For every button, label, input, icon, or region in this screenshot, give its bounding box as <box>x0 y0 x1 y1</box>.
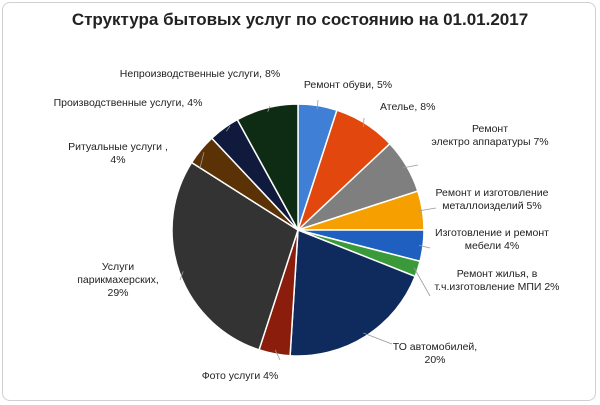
slice-label: Услуги парикмахерских, 29% <box>77 261 159 299</box>
pie-slice <box>236 103 299 231</box>
leader-line <box>179 271 184 281</box>
slice-label: Ремонт жилья, в т.ч.изготовление МПИ 2% <box>434 268 559 293</box>
leader-line <box>274 349 281 361</box>
pie-slice <box>289 228 417 357</box>
slice-label: Ремонт и изготовление металлоизделий 5% <box>436 187 549 212</box>
slice-label: ТО автомобилей, 20% <box>393 341 477 366</box>
slice-label: Производственные услуги, 4% <box>54 97 203 109</box>
leader-line <box>413 267 431 297</box>
leader-line <box>267 105 271 112</box>
leader-line <box>363 117 365 128</box>
chart-title: Структура бытовых услуг по состоянию на … <box>71 10 529 29</box>
slice-label: Ритуальные услуги , 4% <box>68 141 168 166</box>
leader-line <box>402 164 419 169</box>
slice-label: Изготовление и ремонт мебели 4% <box>435 227 549 252</box>
leader-line <box>363 332 393 345</box>
slice-label: Ателье, 8% <box>380 101 435 113</box>
leader-line <box>199 152 205 169</box>
leader-line <box>316 99 319 110</box>
pie-slice <box>171 161 299 351</box>
leader-line <box>418 207 437 212</box>
leader-line <box>225 125 231 132</box>
slice-label: Ремонт электро аппаратуры 7% <box>431 123 548 148</box>
slice-label: Ремонт обуви, 5% <box>304 79 392 91</box>
slice-label: Фото услуги 4% <box>202 370 279 382</box>
leader-line <box>418 244 431 249</box>
slice-label: Непроизводственные услуги, 8% <box>120 68 280 80</box>
